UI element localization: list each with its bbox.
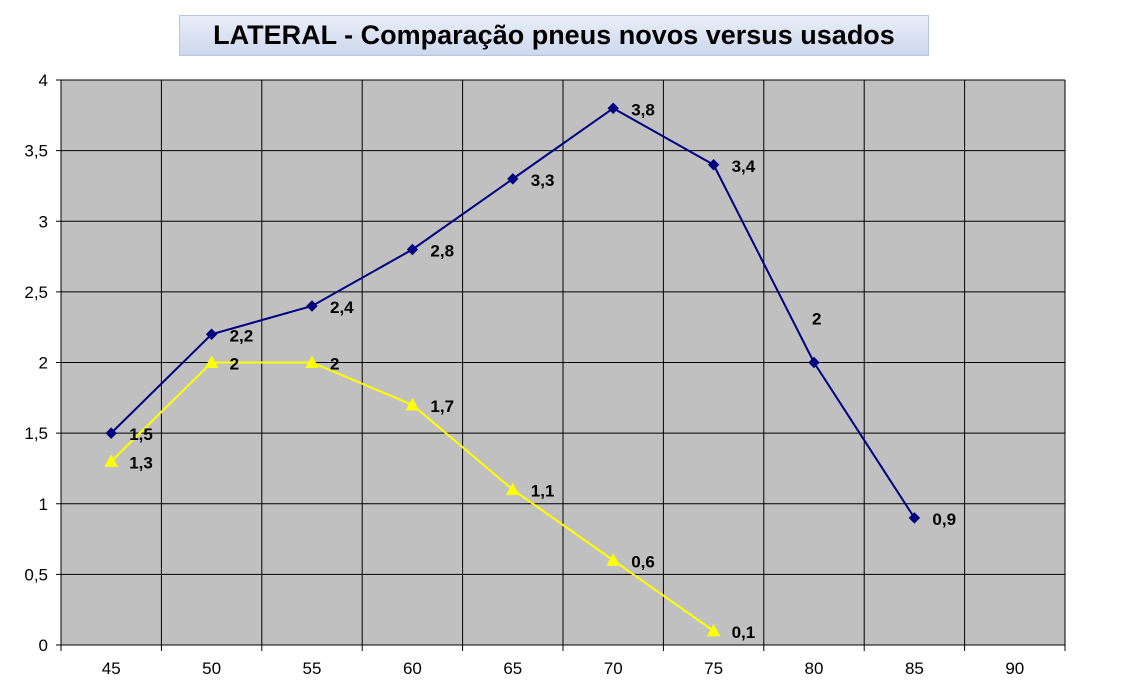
x-tick-label: 85 <box>905 659 924 678</box>
data-labels: 1,5 2,2 2,4 2,8 3,3 3,8 3,4 2 0,9 1,3 2 2 1,7 1,1 0,6 0… <box>129 100 956 642</box>
series-2-data-label: 1,7 <box>430 397 454 416</box>
series-1-data-label: 3,4 <box>732 157 756 176</box>
y-tick-label: 0 <box>39 636 48 655</box>
series-2-point <box>405 397 420 411</box>
series-1-point <box>507 173 519 185</box>
x-tick-label: 65 <box>503 659 522 678</box>
series-2-point <box>204 355 219 368</box>
series-layer <box>104 102 921 637</box>
series-1-data-label: 3,3 <box>531 171 555 190</box>
series-1-data-label: 0,9 <box>932 510 956 529</box>
series-1-point <box>607 102 619 114</box>
series-2-point <box>606 553 621 566</box>
series-1-point <box>908 512 921 524</box>
series-2-data-label: 0,1 <box>732 623 756 642</box>
x-tick-label: 45 <box>102 659 121 678</box>
series-1-point <box>808 356 820 369</box>
series-1-data-label: 3,8 <box>631 100 655 119</box>
x-tick-label: 80 <box>805 659 824 678</box>
y-tick-label: 3,5 <box>24 142 48 161</box>
x-tick-label: 70 <box>604 659 623 678</box>
series-2-point <box>706 623 721 637</box>
y-tick-label: 3 <box>39 212 48 231</box>
series-1-point <box>406 243 419 256</box>
x-tick-label: 50 <box>202 659 221 678</box>
axes <box>56 79 1066 651</box>
chart-title: LATERAL - Comparação pneus novos versus … <box>213 20 895 50</box>
series-2-point <box>305 355 319 368</box>
y-tick-label: 4 <box>39 71 48 90</box>
y-tick-label: 1 <box>39 495 48 514</box>
series-1-data-label: 2,2 <box>230 326 254 345</box>
y-tick-label: 2,5 <box>24 283 48 302</box>
x-tick-label: 60 <box>403 659 422 678</box>
series-2-point <box>505 482 520 496</box>
series-2-data-label: 2 <box>330 355 339 374</box>
series-2-data-label: 2 <box>230 355 239 374</box>
y-tick-label: 1,5 <box>24 424 48 443</box>
series-1-point <box>105 427 117 439</box>
series-1-data-label: 1,5 <box>129 425 153 444</box>
tick-labels: 0 0,5 1 1,5 2 2,5 3 3,5 4 45 50 55 60 65 70 75 80 85 90 <box>24 71 1024 678</box>
x-tick-label: 75 <box>704 659 723 678</box>
chart-title-box: LATERAL - Comparação pneus novos versus … <box>179 15 929 56</box>
series-2-data-label: 1,3 <box>129 453 153 472</box>
series-1-data-label: 2 <box>812 310 821 329</box>
x-tick-label: 90 <box>1005 659 1024 678</box>
series-2-data-label: 1,1 <box>531 482 555 501</box>
series-1-point <box>707 159 720 171</box>
series-1-data-label: 2,4 <box>330 298 354 317</box>
series-1-point <box>306 300 318 312</box>
y-tick-label: 0,5 <box>24 565 48 584</box>
x-tick-label: 55 <box>303 659 322 678</box>
series-1-point <box>205 328 218 340</box>
series-2-point <box>104 454 119 467</box>
series-2-data-label: 0,6 <box>631 552 655 571</box>
y-tick-label: 2 <box>39 354 48 373</box>
series-1-data-label: 2,8 <box>430 242 454 261</box>
